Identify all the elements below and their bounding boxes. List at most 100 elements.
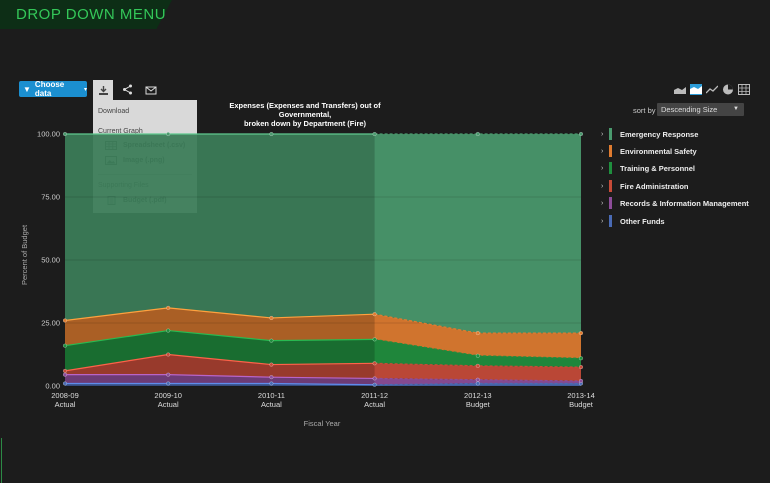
line-fire-administration-actual (64, 353, 375, 372)
line-records-information-management-budget (374, 377, 582, 382)
point-environmental-safety[interactable] (578, 331, 584, 336)
point-fire-administration[interactable] (475, 363, 480, 368)
point-other-funds[interactable] (372, 382, 377, 387)
download-image-item[interactable]: Image (.png) (105, 156, 165, 165)
area-environmental-safety[interactable] (65, 307, 581, 359)
spreadsheet-icon (105, 141, 117, 150)
pie-chart-icon[interactable] (722, 84, 734, 95)
legend-swatch (609, 197, 612, 209)
legend-swatch (609, 128, 612, 140)
point-fire-administration[interactable] (269, 362, 274, 367)
table-icon[interactable] (738, 84, 750, 95)
point-emergency-response[interactable] (62, 131, 68, 137)
point-emergency-response[interactable] (269, 131, 274, 137)
sort-by-label: sort by (633, 106, 656, 115)
x-tick-sublabel: Actual (261, 400, 282, 409)
menu-divider (98, 174, 192, 175)
point-records-information-management[interactable] (475, 377, 480, 382)
point-records-information-management[interactable] (166, 372, 171, 377)
line-other-funds-actual (65, 382, 375, 386)
point-fire-administration[interactable] (62, 368, 68, 373)
line-other-funds-budget (374, 382, 581, 386)
point-training-personnel[interactable] (475, 353, 480, 358)
legend-swatch (609, 215, 612, 227)
supporting-files-header: Supporting Files (98, 182, 149, 189)
chevron-down-icon: ▼ (733, 106, 739, 112)
area-fire-administration[interactable] (65, 354, 581, 381)
line-training-personnel-budget (374, 338, 582, 359)
area-training-personnel[interactable] (65, 330, 581, 371)
legend-swatch (609, 162, 612, 174)
chevron-right-icon: › (601, 164, 604, 172)
point-training-personnel[interactable] (166, 328, 171, 333)
point-other-funds[interactable] (269, 381, 274, 386)
line-records-information-management-actual (65, 374, 375, 380)
x-axis-label: Fiscal Year (304, 419, 341, 428)
point-environmental-safety[interactable] (269, 315, 274, 321)
legend-label: Emergency Response (620, 129, 699, 139)
point-fire-administration[interactable] (372, 361, 377, 366)
spreadsheet-label: Spreadsheet (.csv) (123, 142, 186, 149)
area-records-information-management[interactable] (65, 374, 581, 385)
download-button[interactable] (93, 80, 113, 100)
point-emergency-response[interactable] (475, 131, 480, 137)
line-environmental-safety-budget (374, 313, 581, 334)
area-other-funds[interactable] (65, 383, 581, 386)
point-emergency-response[interactable] (372, 131, 377, 137)
point-training-personnel[interactable] (578, 356, 584, 361)
point-other-funds[interactable] (166, 381, 171, 386)
choose-data-label: Choose data (34, 80, 65, 98)
legend-item-training-personnel[interactable]: › Training & Personnel (601, 161, 761, 175)
point-other-funds[interactable] (475, 381, 480, 386)
legend-item-environmental-safety[interactable]: › Environmental Safety (601, 144, 761, 158)
legend-item-records-information[interactable]: › Records & Information Management (601, 196, 761, 210)
x-tick-sublabel: Actual (158, 400, 179, 409)
chart-title-line3: broken down by Department (Fire) (243, 119, 367, 128)
image-icon (105, 156, 117, 165)
email-icon (145, 86, 157, 94)
point-training-personnel[interactable] (372, 337, 377, 342)
point-records-information-management[interactable] (578, 378, 584, 384)
legend-label: Fire Administration (620, 181, 689, 191)
point-environmental-safety[interactable] (62, 318, 68, 323)
point-records-information-management[interactable] (62, 372, 68, 377)
choose-data-button[interactable]: ▼ Choose data ▾ (19, 80, 87, 98)
point-records-information-management[interactable] (372, 376, 377, 381)
legend-item-fire-administration[interactable]: › Fire Administration (601, 179, 761, 193)
line-chart-icon[interactable] (705, 84, 719, 95)
download-icon (98, 85, 108, 95)
point-fire-administration[interactable] (166, 352, 171, 357)
view-switcher (674, 84, 750, 95)
download-budget-item[interactable]: Budget (.pdf) (105, 196, 167, 205)
x-tick-label: 2011-12 (361, 391, 388, 400)
x-tick-sublabel: Actual (364, 400, 385, 409)
legend-item-other-funds[interactable]: › Other Funds (601, 214, 761, 228)
email-button[interactable] (141, 80, 161, 98)
point-emergency-response[interactable] (578, 131, 584, 137)
point-fire-administration[interactable] (578, 365, 584, 370)
point-training-personnel[interactable] (62, 343, 68, 348)
legend-item-emergency-response[interactable]: › Emergency Response (601, 127, 761, 141)
y-tick-label: 100.00 (37, 130, 60, 139)
point-training-personnel[interactable] (269, 338, 274, 343)
area-chart-icon[interactable] (674, 84, 686, 95)
point-other-funds[interactable] (578, 381, 584, 386)
share-button[interactable] (117, 80, 137, 98)
budget-label: Budget (.pdf) (123, 197, 167, 204)
legend-swatch (609, 145, 612, 157)
point-other-funds[interactable] (62, 381, 68, 386)
point-environmental-safety[interactable] (475, 331, 480, 336)
x-tick-label: 2009-10 (154, 391, 182, 400)
x-tick-sublabel: Budget (466, 400, 491, 409)
sort-select[interactable]: Descending Size ▼ (657, 103, 744, 116)
percent-area-chart-icon[interactable] (690, 84, 702, 95)
point-environmental-safety[interactable] (166, 305, 171, 310)
chart-title: Expenses (Expenses and Transfers) out of… (200, 101, 410, 128)
x-tick-label: 2012-13 (464, 391, 492, 400)
point-environmental-safety[interactable] (372, 312, 377, 317)
point-records-information-management[interactable] (269, 375, 274, 380)
document-icon (107, 196, 116, 205)
download-spreadsheet-item[interactable]: Spreadsheet (.csv) (105, 141, 185, 150)
